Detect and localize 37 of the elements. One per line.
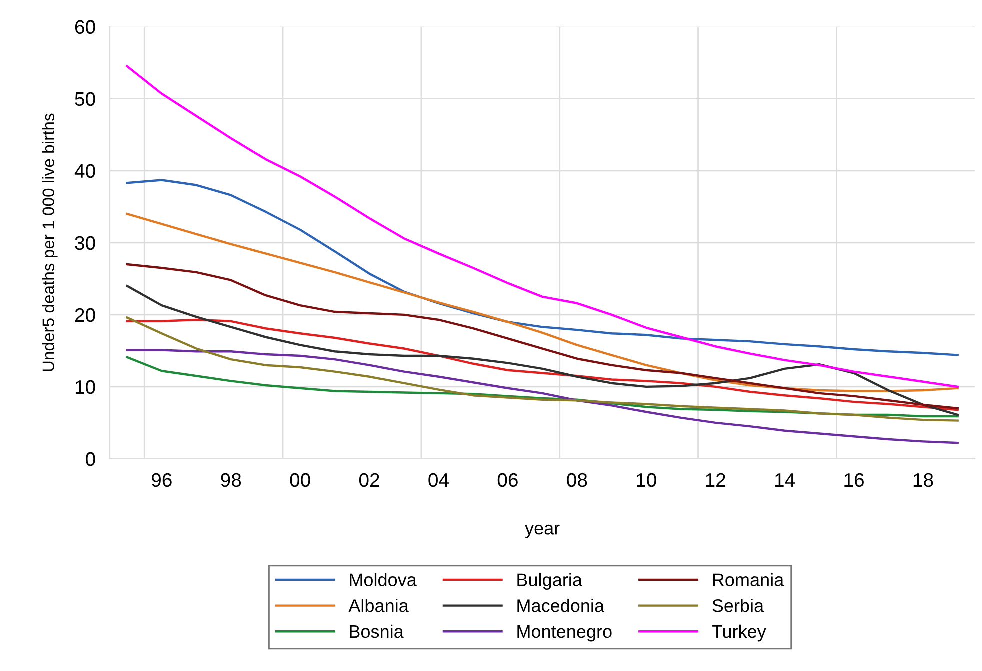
y-tick-label: 0 bbox=[86, 452, 96, 466]
x-tick-label: 08 bbox=[567, 473, 588, 488]
x-tick-label: 04 bbox=[428, 473, 449, 488]
line-series bbox=[126, 212, 959, 392]
legend-label: Bosnia bbox=[350, 624, 404, 638]
y-tick-label: 50 bbox=[75, 92, 96, 106]
y-axis-title: Under5 deaths per 1 000 live births bbox=[42, 114, 58, 372]
y-tick-label: 60 bbox=[75, 20, 96, 34]
x-tick-label: 10 bbox=[637, 473, 656, 488]
line-series bbox=[126, 179, 959, 356]
x-axis-title: year bbox=[525, 524, 560, 538]
legend-label: Moldova bbox=[350, 573, 417, 586]
line-series bbox=[126, 263, 959, 410]
x-tick-label: 14 bbox=[775, 474, 796, 487]
line-series bbox=[126, 356, 959, 418]
legend-label: Serbia bbox=[712, 599, 764, 612]
y-tick-label: 40 bbox=[74, 164, 96, 178]
line-series bbox=[126, 349, 959, 444]
legend-label: Montenegro bbox=[518, 626, 612, 642]
legend-label: Albania bbox=[348, 599, 409, 612]
x-tick-label: 06 bbox=[498, 473, 518, 488]
x-tick-label: 16 bbox=[844, 473, 864, 488]
line-series bbox=[126, 65, 959, 388]
x-tick-label: 12 bbox=[706, 473, 726, 487]
x-tick-label: 18 bbox=[914, 473, 934, 488]
legend-label: Romania bbox=[713, 573, 784, 586]
y-tick-label: 30 bbox=[75, 236, 96, 250]
legend-label: Macedonia bbox=[518, 599, 605, 612]
y-tick-label: 20 bbox=[75, 308, 96, 322]
x-tick-label: 02 bbox=[359, 473, 380, 488]
legend-label: Bulgaria bbox=[518, 573, 582, 590]
x-tick-label: 98 bbox=[221, 473, 242, 488]
legend-label: Turkey bbox=[712, 624, 766, 642]
line-series bbox=[126, 285, 959, 416]
y-tick-label: 10 bbox=[76, 380, 96, 394]
x-tick-label: 00 bbox=[290, 473, 310, 488]
x-tick-label: 96 bbox=[152, 473, 172, 488]
